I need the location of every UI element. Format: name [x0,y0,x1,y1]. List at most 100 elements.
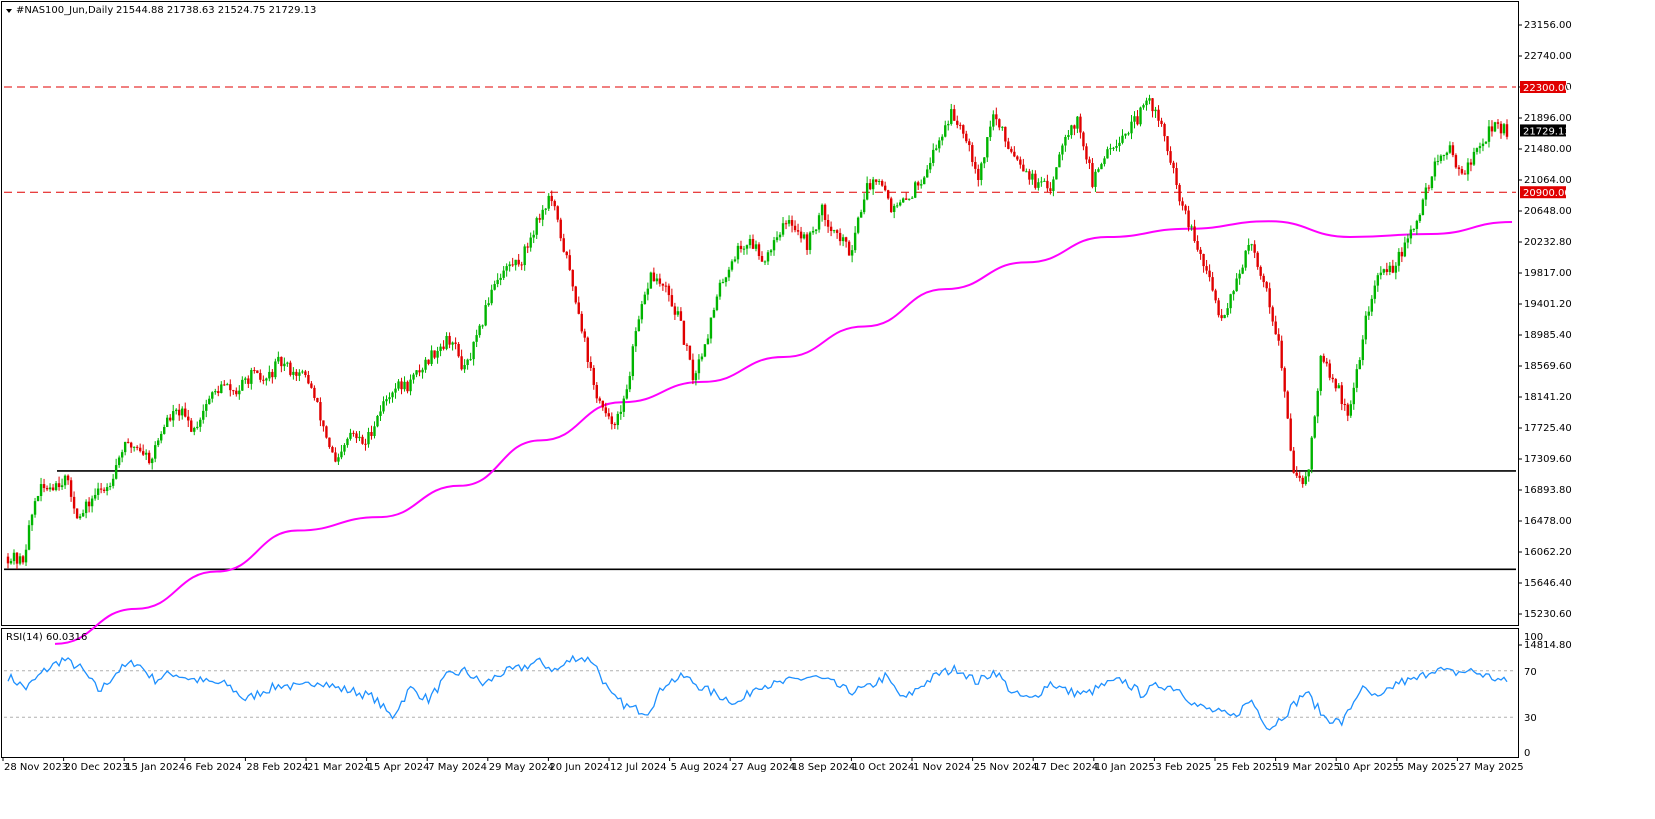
candle-bear [1490,126,1494,132]
candle-bull [619,411,623,414]
candle-bull [337,457,340,462]
time-tick-label: 1 Nov 2024 [913,762,971,773]
candle-bear [1091,163,1094,187]
time-tick-label: 12 Jul 2024 [610,762,667,773]
time-tick-label: 27 Aug 2024 [731,762,795,773]
candle-bull [412,374,415,380]
candle-bull [208,398,211,405]
candle-bear [1073,125,1076,129]
candle-bull [871,179,875,190]
candle-bear [661,283,665,286]
candle-bull [157,440,160,446]
price-tick-label: 17309.60 [1524,454,1572,465]
candle-bull [1310,437,1313,470]
candle-bear [601,400,604,408]
candle-bear [953,109,956,121]
candle-bull [27,525,31,550]
price-tick-label: 16062.20 [1524,547,1572,558]
candle-bull [1415,220,1419,229]
candle-bull [1421,199,1425,215]
candle-bear [556,206,559,220]
candle-bull [1106,149,1109,159]
candle-bull [150,458,154,464]
candle-bull [850,250,854,256]
candle-bear [256,370,259,373]
candle-bear [844,237,848,242]
candle-bear [968,141,971,146]
candle-bear [1175,168,1178,186]
candle-bull [163,426,166,434]
candle-bull [802,234,806,239]
candle-bull [153,445,157,459]
candle-bear [1346,404,1349,416]
candle-bear [805,234,809,250]
candle-bear [965,133,968,142]
candle-bear [959,124,962,126]
candle-bear [1457,167,1461,170]
candle-bull [220,384,223,394]
candle-bull [932,149,935,163]
candle-bull [1094,171,1097,187]
candle-bull [989,126,992,138]
candle-bull [1319,355,1322,391]
candle-bear [520,264,523,266]
candle-bear [1262,275,1265,283]
candle-bull [1355,369,1358,388]
candle-bear [784,223,788,225]
candle-bull [820,204,824,216]
candle-bull [935,148,938,150]
candle-bear [331,446,334,453]
candle-bear [370,431,373,436]
candle-bear [1007,141,1010,149]
candle-bear [974,161,977,169]
candle-bear [538,218,541,220]
candle-bear [457,344,460,357]
rsi-indicator: 100 70 30 0 [4,632,1543,759]
candle-bull [616,413,620,426]
candle-bull [523,246,526,266]
candle-bear [51,487,55,491]
candle-bull [1481,143,1485,147]
candle-bear [652,272,656,282]
candle-bear [1334,379,1337,389]
candle-bear [823,204,827,220]
candle-bull [1040,181,1043,183]
candle-bull [493,284,496,290]
candle-bear [998,119,1001,128]
rsi-panel [1,628,1519,758]
collapse-triangle-icon[interactable] [6,9,12,13]
candle-bull [950,109,953,124]
candle-bear [1193,226,1196,242]
lower-level-tag-bg [1520,186,1566,199]
candle-bear [1151,98,1154,112]
candle-bear [448,335,451,345]
candle-bull [727,269,731,278]
candle-bear [1292,450,1295,473]
candle-bull [628,376,632,390]
last-price-tag: 21729.13 [1523,126,1571,137]
candle-bull [1412,228,1416,230]
candle-bear [178,409,181,416]
candle-bull [391,392,394,398]
candle-bear [1034,173,1037,188]
time-tick-label: 28 Feb 2024 [246,762,308,773]
candle-bull [1148,98,1151,101]
candle-bull [923,177,926,185]
time-tick-label: 6 Feb 2024 [186,762,242,773]
candle-bear [1163,124,1166,137]
candle-bear [835,230,839,233]
candle-bull [48,487,52,490]
candle-bear [126,441,130,443]
candle-bear [334,452,337,462]
candle-bear [6,556,10,564]
candle-bear [42,484,46,489]
candle-bear [511,264,514,266]
candle-bear [1184,205,1187,211]
candle-bull [111,478,115,486]
candle-bear [72,496,76,509]
candle-bear [604,407,607,414]
candle-bear [235,390,238,395]
candle-bull [1409,229,1413,239]
